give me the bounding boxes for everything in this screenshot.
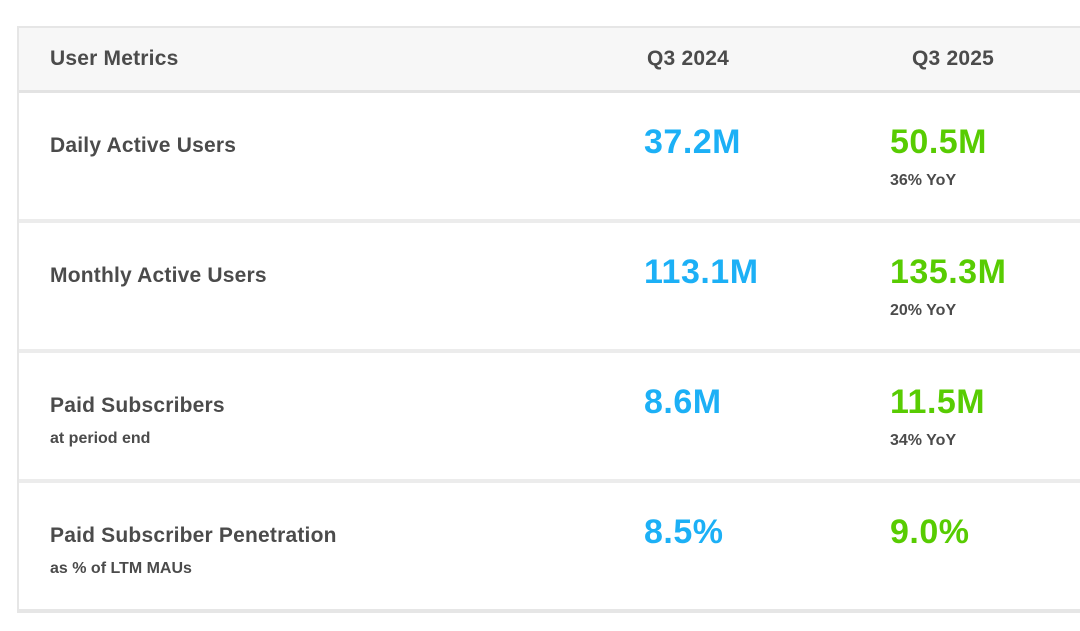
q3-2024-value: 37.2M — [644, 123, 741, 161]
q3-2024-value-cell: 113.1M — [644, 223, 890, 349]
metric-label: Monthly Active Users — [50, 264, 267, 287]
q3-2024-value: 8.6M — [644, 383, 722, 421]
metric-name-cell: Paid Subscriber Penetration as % of LTM … — [19, 483, 644, 609]
q3-2025-value-cell: 50.5M 36% YoY — [890, 93, 1080, 219]
q3-2025-value-cell: 11.5M 34% YoY — [890, 353, 1080, 479]
metric-name-cell: Daily Active Users — [19, 93, 644, 219]
metric-name-cell: Paid Subscribers at period end — [19, 353, 644, 479]
metric-label: Daily Active Users — [50, 134, 237, 157]
table-row-monthly-active-users: Monthly Active Users 113.1M 135.3M 20% Y… — [19, 223, 1080, 353]
q3-2025-value: 9.0% — [890, 513, 970, 551]
q3-2025-value-cell: 9.0% — [890, 483, 1080, 609]
metric-sublabel: at period end — [50, 430, 151, 447]
q3-2024-value-cell: 8.6M — [644, 353, 890, 479]
q3-2024-value: 113.1M — [644, 253, 759, 291]
metric-label: Paid Subscriber Penetration — [50, 524, 337, 547]
table-row-daily-active-users: Daily Active Users 37.2M 50.5M 36% YoY — [19, 93, 1080, 223]
q3-2025-value: 135.3M — [890, 253, 1007, 291]
q3-2025-value: 11.5M — [890, 383, 986, 421]
header-q3-2024: Q3 2024 — [647, 47, 729, 70]
header-q3-2025: Q3 2025 — [912, 47, 994, 70]
yoy-growth-label: 34% YoY — [890, 432, 957, 449]
q3-2025-value-cell: 135.3M 20% YoY — [890, 223, 1080, 349]
q3-2024-value: 8.5% — [644, 513, 724, 551]
q3-2025-value: 50.5M — [890, 123, 987, 161]
metric-label: Paid Subscribers — [50, 394, 225, 417]
q3-2024-value-cell: 37.2M — [644, 93, 890, 219]
table-header-row: User Metrics Q3 2024 Q3 2025 — [19, 28, 1080, 93]
yoy-growth-label: 36% YoY — [890, 172, 957, 189]
yoy-growth-label: 20% YoY — [890, 302, 957, 319]
user-metrics-table: User Metrics Q3 2024 Q3 2025 Daily Activ… — [17, 26, 1080, 613]
header-user-metrics: User Metrics — [50, 47, 179, 70]
q3-2024-value-cell: 8.5% — [644, 483, 890, 609]
metric-name-cell: Monthly Active Users — [19, 223, 644, 349]
table-row-paid-subscribers: Paid Subscribers at period end 8.6M 11.5… — [19, 353, 1080, 483]
metric-sublabel: as % of LTM MAUs — [50, 560, 192, 577]
table-row-paid-subscriber-penetration: Paid Subscriber Penetration as % of LTM … — [19, 483, 1080, 609]
